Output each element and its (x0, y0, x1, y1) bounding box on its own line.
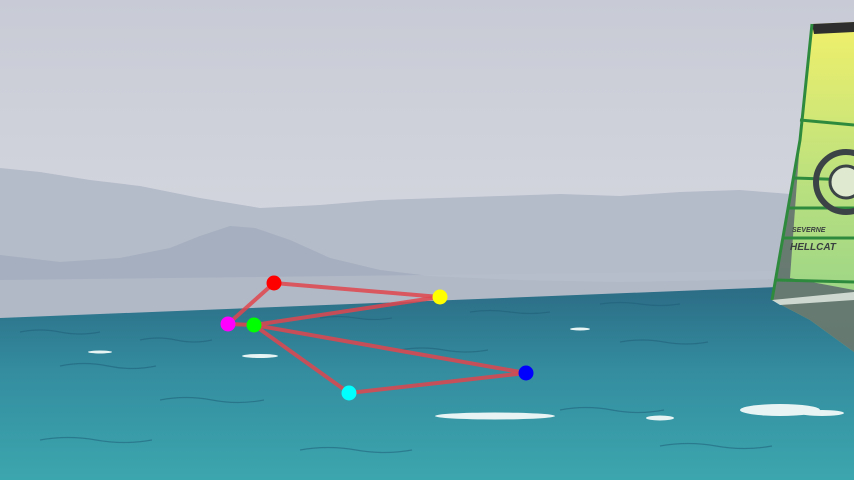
skeleton-edge-cyan-blue (347, 371, 528, 395)
skeleton-edge-green-yellow (252, 295, 442, 327)
sea (0, 284, 854, 480)
skeleton-edge-green-blue (252, 323, 528, 375)
keypoint-magenta (220, 316, 236, 332)
sail-model-text: HELLCAT (790, 242, 837, 253)
windsurf-sail: SEVERNE HELLCAT (770, 22, 854, 352)
pose-keypoints (220, 275, 534, 401)
keypoint-yellow (432, 289, 448, 305)
pose-skeleton-lines (226, 281, 528, 395)
keypoint-green (246, 317, 262, 333)
keypoint-blue (518, 365, 534, 381)
keypoint-cyan (341, 385, 357, 401)
wave-texture (19, 301, 773, 454)
keypoint-red (266, 275, 282, 291)
skeleton-edge-green-cyan (252, 323, 351, 395)
sail-brand-text: SEVERNE (792, 227, 826, 234)
skeleton-edge-red-yellow (272, 281, 442, 299)
whitecaps (88, 327, 844, 421)
skeleton-edge-red-magenta (226, 281, 276, 326)
